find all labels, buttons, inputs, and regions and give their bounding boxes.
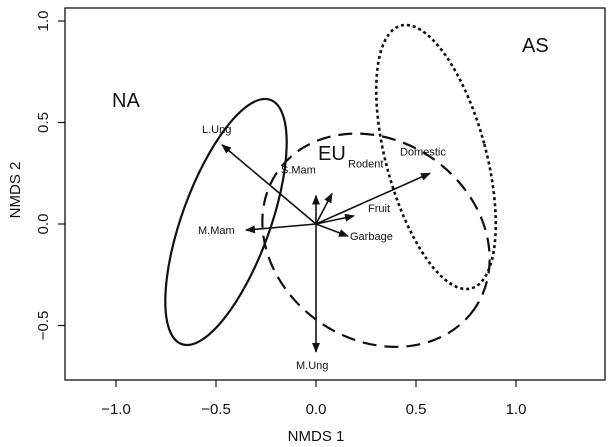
- x-tick-label: 0.0: [306, 401, 327, 418]
- x-axis-label: NMDS 1: [288, 428, 345, 445]
- vector-rodent: [315, 192, 333, 225]
- vector-m-mam: [245, 223, 317, 234]
- ellipse-label-na: NA: [112, 90, 140, 112]
- x-tick-label: −1.0: [101, 401, 131, 418]
- vector-label-fruit: Fruit: [368, 203, 390, 215]
- y-tick-label: 0.0: [35, 214, 52, 235]
- vector-l-ung: [221, 144, 317, 225]
- vector-label-m-ung: M.Ung: [296, 360, 328, 372]
- ellipse-as: [374, 23, 498, 291]
- ellipse-label-eu: EU: [318, 143, 346, 165]
- vector-label-s-mam: S.Mam: [281, 165, 316, 177]
- vector-label-domestic: Domestic: [400, 146, 446, 158]
- plot-frame: [64, 7, 606, 381]
- vector-layer: L.Ung S.Mam Rodent Domestic M.Mam Fruit Garbag…: [198, 124, 446, 372]
- vector-label-m-mam: M.Mam: [198, 225, 235, 237]
- ellipse-label-as: AS: [522, 35, 549, 57]
- vector-garbage: [315, 223, 349, 237]
- axis-layer: −1.0 −0.5 0.0 0.5 1.0 −0.5 0.0 0.5 1.0: [35, 11, 526, 418]
- vector-label-rodent: Rodent: [348, 159, 383, 171]
- ellipse-eu: [261, 132, 491, 349]
- ellipse-layer: NA EU AS: [112, 23, 549, 349]
- y-tick-label: 1.0: [35, 11, 52, 32]
- x-tick-label: −0.5: [201, 401, 231, 418]
- y-tick-label: 0.5: [35, 112, 52, 133]
- x-tick-label: 0.5: [406, 401, 427, 418]
- vector-label-garbage: Garbage: [350, 231, 393, 243]
- vector-label-l-ung: L.Ung: [202, 124, 231, 136]
- ellipse-na: [164, 97, 288, 347]
- y-axis-label: NMDS 2: [7, 162, 24, 219]
- vector-fruit: [315, 213, 355, 225]
- y-tick-label: −0.5: [35, 311, 52, 341]
- x-tick-label: 1.0: [506, 401, 527, 418]
- vector-domestic: [315, 172, 431, 225]
